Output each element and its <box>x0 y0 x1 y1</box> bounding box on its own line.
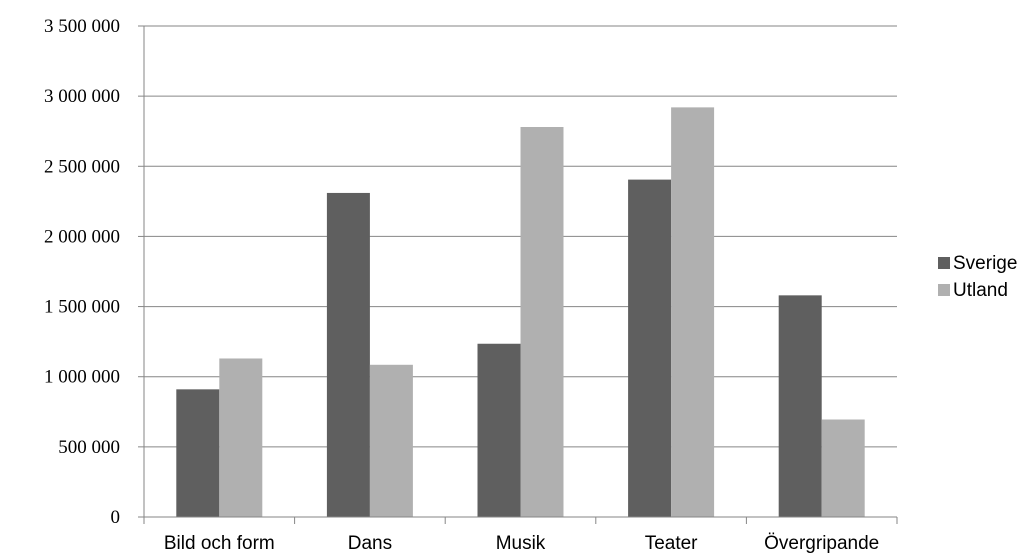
x-tick-labels: Bild och form Dans Musik Teater Övergripande <box>164 533 879 553</box>
legend-label-sverige: Sverige <box>953 253 1017 274</box>
y-tick-label: 2 500 000 <box>44 156 120 177</box>
y-tick-label: 1 000 000 <box>44 367 120 388</box>
x-tick-label: Dans <box>348 533 392 553</box>
y-tick-label: 0 <box>111 507 121 528</box>
bar-sverige-1 <box>326 192 370 517</box>
bar-sverige-2 <box>477 343 521 517</box>
bar-utland-4 <box>821 419 865 517</box>
bar-sverige-4 <box>778 295 822 517</box>
y-tick-labels: 0 500 000 1 000 000 1 500 000 2 000 000 2 500… <box>44 16 120 528</box>
y-tick-label: 3 500 000 <box>44 16 120 37</box>
bar-utland-3 <box>671 107 715 517</box>
legend-swatch-sverige <box>938 257 950 269</box>
legend: Sverige Utland <box>938 253 1017 301</box>
x-tick-label: Teater <box>645 533 698 553</box>
bar-sverige-3 <box>628 179 672 517</box>
bar-sverige-0 <box>176 389 220 517</box>
legend-label-utland: Utland <box>953 280 1008 301</box>
legend-swatch-utland <box>938 284 950 296</box>
bar-utland-2 <box>520 127 564 518</box>
y-tick-label: 1 500 000 <box>44 297 120 318</box>
axes <box>143 26 897 518</box>
x-tick-label: Bild och form <box>164 533 275 553</box>
bar-utland-0 <box>219 358 263 517</box>
y-tick-label: 500 000 <box>58 437 120 458</box>
bar-utland-1 <box>369 364 413 517</box>
bars <box>176 107 865 518</box>
y-tick-label: 3 000 000 <box>44 86 120 107</box>
y-tick-label: 2 000 000 <box>44 226 120 247</box>
x-tick-label: Övergripande <box>764 533 879 553</box>
x-tick-label: Musik <box>496 533 546 553</box>
